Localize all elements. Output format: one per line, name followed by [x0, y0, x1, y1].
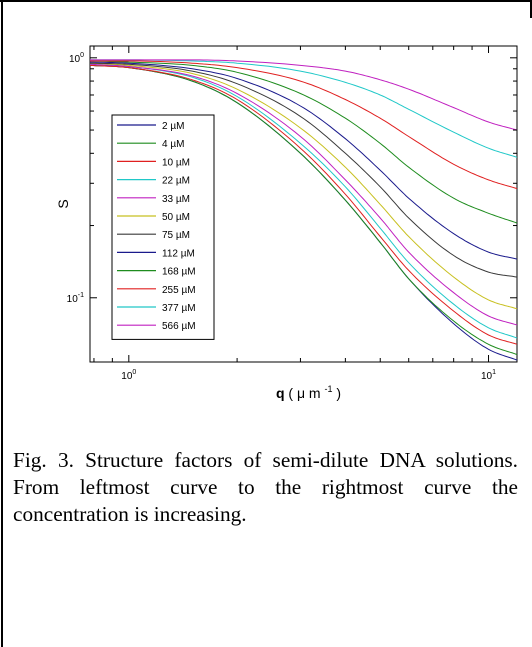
x-axis-label-unit-mu: μ: [297, 385, 305, 401]
legend-entry-label: 168 µM: [162, 267, 196, 278]
x-axis-label-unit-m: m: [309, 385, 321, 401]
x-axis-label-unit-exp: -1: [324, 384, 332, 394]
x-axis-label-unit-open: (: [288, 385, 293, 401]
series-line: [89, 62, 518, 310]
legend-entry-label: 50 µM: [162, 212, 190, 223]
legend-entry-label: 75 µM: [162, 230, 190, 241]
legend-entry-label: 112 µM: [162, 248, 195, 259]
y-tick-label: 10-1: [67, 292, 84, 305]
legend: 2 µM 4 µM 10 µM 22 µM 33 µM 50 µM 75 µM 112 µM 1…: [111, 114, 215, 340]
legend-entry-label: 377 µM: [162, 303, 196, 314]
series-line: [89, 63, 518, 326]
series-line: [89, 60, 518, 224]
x-axis-label: q ( μ m -1 ): [276, 379, 341, 401]
x-tick-label: 101: [481, 369, 496, 382]
frame-right-border: [530, 0, 532, 18]
frame-left-border: [1, 0, 3, 647]
x-tick-label: 100: [121, 369, 136, 382]
legend-entry-label: 2 µM: [162, 121, 184, 132]
legend-box: [111, 114, 215, 340]
series-line: [89, 64, 518, 345]
x-axis-label-unit-close: ): [336, 385, 341, 401]
axis-ticks: 100 101 100 10-1: [67, 46, 517, 382]
series-line: [89, 64, 518, 356]
series-line: [90, 59, 518, 131]
legend-entry-label: 566 µM: [162, 321, 196, 332]
figure-caption: Fig. 3. Structure factors of semi-dilute…: [13, 448, 518, 526]
series-line: [90, 62, 518, 278]
legend-entry-label: 22 µM: [162, 176, 190, 187]
series-line: [90, 60, 518, 190]
legend-entry-label: 4 µM: [162, 139, 184, 150]
x-axis-label-main: q: [276, 385, 285, 401]
structure-factor-chart: 100 101 100 10-1 2 µM 4 µM 10 µM 22 µM 33 µM 50 …: [55, 45, 518, 401]
legend-entry-label: 33 µM: [162, 194, 190, 205]
y-axis-label: S: [55, 199, 71, 208]
frame-top-border: [0, 0, 532, 2]
legend-entry-label: 255 µM: [162, 285, 196, 296]
y-tick-label: 100: [69, 52, 84, 65]
series-line: [89, 63, 518, 339]
series-curves: [89, 59, 518, 361]
legend-entry-label: 10 µM: [162, 157, 190, 168]
series-line: [90, 61, 518, 260]
